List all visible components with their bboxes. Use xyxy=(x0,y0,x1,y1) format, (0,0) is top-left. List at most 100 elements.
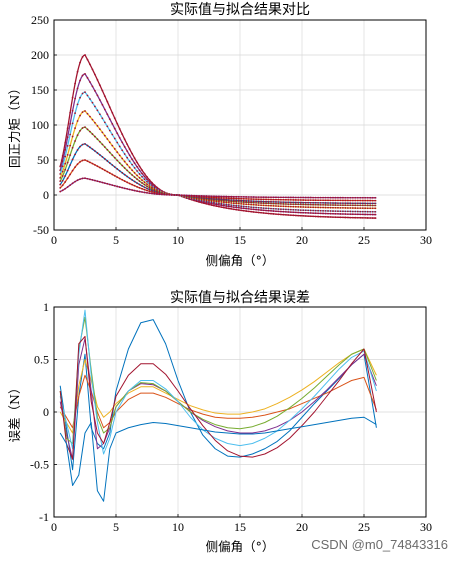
data-point xyxy=(91,148,94,151)
data-point xyxy=(349,196,352,199)
data-point xyxy=(101,131,104,134)
data-point xyxy=(292,201,295,204)
data-point xyxy=(218,198,220,201)
data-point xyxy=(344,213,347,215)
data-point xyxy=(267,196,270,199)
data-point xyxy=(366,202,369,205)
data-point xyxy=(131,179,134,181)
data-point xyxy=(225,201,228,204)
data-point xyxy=(225,207,228,209)
data-point xyxy=(237,195,240,198)
data-point xyxy=(265,196,267,199)
data-point xyxy=(324,196,327,199)
data-point xyxy=(96,124,99,127)
data-point xyxy=(146,185,148,188)
data-point xyxy=(215,202,218,204)
data-point xyxy=(113,117,116,120)
data-point xyxy=(227,207,230,210)
data-point xyxy=(284,208,287,211)
data-point xyxy=(289,208,292,211)
data-point xyxy=(257,208,260,211)
data-point xyxy=(76,87,79,90)
data-point xyxy=(225,203,228,206)
data-point xyxy=(108,172,111,174)
data-point xyxy=(297,214,300,217)
data-point xyxy=(307,209,310,212)
data-point xyxy=(314,201,317,204)
data-point xyxy=(282,205,285,208)
data-point xyxy=(346,210,349,213)
data-point xyxy=(123,153,126,155)
x-tick-label: 5 xyxy=(113,520,119,534)
data-point xyxy=(255,206,258,209)
data-point xyxy=(361,207,364,210)
data-point xyxy=(138,183,141,186)
data-point xyxy=(111,144,114,147)
data-point xyxy=(351,204,354,207)
data-point xyxy=(108,183,111,186)
data-point xyxy=(294,211,297,214)
data-point xyxy=(282,208,285,211)
data-point xyxy=(332,210,334,212)
data-point xyxy=(327,196,329,199)
data-point xyxy=(131,183,134,186)
data-point xyxy=(128,160,131,163)
data-point xyxy=(69,173,72,176)
data-point xyxy=(220,198,223,201)
data-point xyxy=(94,150,96,152)
data-point xyxy=(69,133,72,136)
data-point xyxy=(327,206,329,209)
data-point xyxy=(309,212,312,214)
data-point xyxy=(250,198,253,200)
data-point xyxy=(76,149,79,151)
data-point xyxy=(342,210,344,213)
data-point xyxy=(146,178,148,181)
data-point xyxy=(89,130,91,133)
data-point xyxy=(292,196,295,199)
data-point xyxy=(322,209,324,212)
data-point xyxy=(141,182,143,184)
data-point xyxy=(250,206,253,209)
data-point xyxy=(208,195,210,198)
data-point xyxy=(297,199,300,201)
data-point xyxy=(74,153,76,156)
data-point xyxy=(314,209,317,212)
data-point xyxy=(339,210,342,213)
data-point xyxy=(101,103,104,106)
data-point xyxy=(272,196,275,199)
data-point xyxy=(359,204,362,207)
data-point xyxy=(240,209,243,212)
data-point xyxy=(371,196,374,199)
data-point xyxy=(332,212,334,215)
x-tick-label: 25 xyxy=(358,520,370,534)
data-point xyxy=(317,199,320,202)
data-point xyxy=(332,216,334,219)
data-point xyxy=(235,199,238,202)
data-point xyxy=(371,217,374,219)
data-point xyxy=(356,213,359,216)
data-point xyxy=(250,203,253,206)
data-point xyxy=(364,210,367,213)
data-point xyxy=(123,180,126,182)
data-point xyxy=(81,127,84,129)
data-point xyxy=(342,202,344,205)
data-point xyxy=(354,199,357,202)
data-point xyxy=(138,186,141,189)
data-point xyxy=(222,195,225,198)
data-point xyxy=(260,209,262,211)
data-point xyxy=(232,202,235,205)
data-point xyxy=(66,186,69,188)
data-point xyxy=(240,205,243,208)
data-point xyxy=(94,163,96,166)
data-point xyxy=(294,208,297,211)
data-point xyxy=(116,132,119,135)
data-point xyxy=(79,178,81,181)
data-point xyxy=(366,196,369,199)
data-point xyxy=(240,195,243,198)
data-point xyxy=(361,213,364,216)
data-point xyxy=(230,207,233,210)
data-point xyxy=(307,215,310,218)
data-point xyxy=(319,201,322,204)
data-point xyxy=(334,212,337,215)
data-point xyxy=(141,172,143,175)
